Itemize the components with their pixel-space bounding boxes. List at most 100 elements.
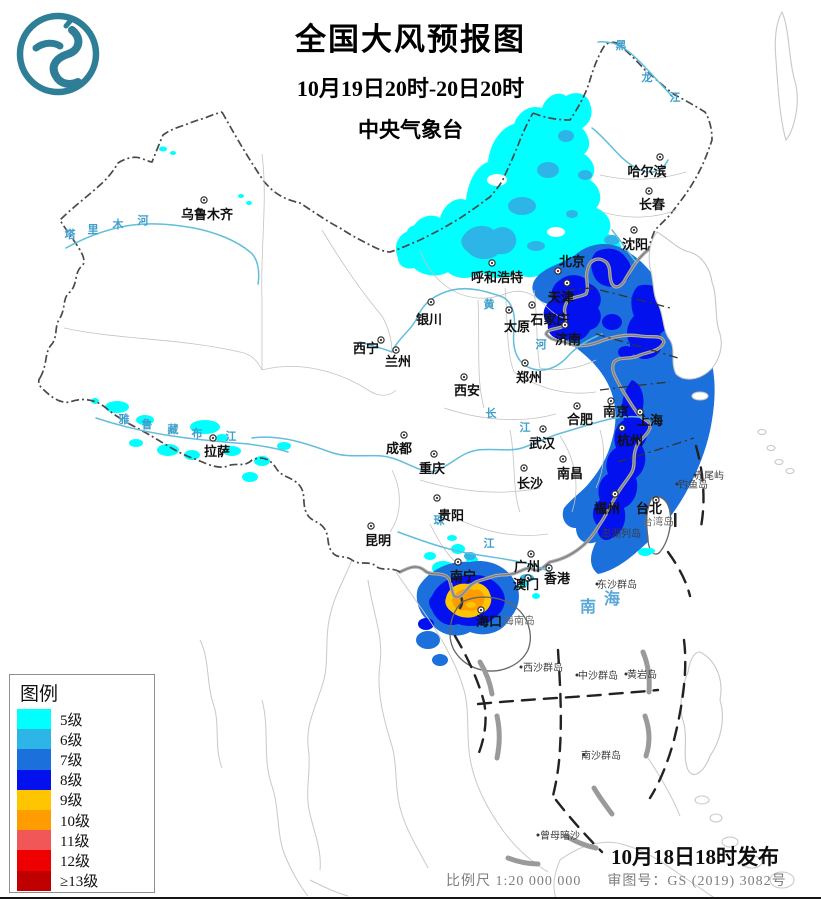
- legend-item: 9级: [10, 789, 154, 810]
- city-label: 乌鲁木齐: [181, 207, 234, 222]
- city: 西宁: [353, 336, 385, 356]
- city: 太原: [503, 306, 530, 334]
- city: 北京: [554, 254, 585, 275]
- city-dot-center: [647, 189, 651, 193]
- river-label: 木: [112, 217, 125, 231]
- legend-label: 7级: [60, 752, 83, 769]
- province-boundaries: [63, 153, 687, 565]
- city-label: 呼和浩特: [471, 270, 523, 285]
- city: 贵阳: [433, 494, 464, 523]
- city-dot-center: [658, 155, 662, 159]
- city: 长春: [639, 187, 666, 212]
- city: 合肥: [567, 402, 593, 427]
- river-label: 江: [226, 429, 237, 443]
- city-dot-center: [638, 410, 642, 414]
- city-label: 长沙: [517, 476, 543, 491]
- island-dot: [693, 473, 697, 477]
- city: 昆明: [365, 522, 391, 548]
- city: 武汉: [529, 425, 556, 451]
- neighbor-countries: [199, 10, 798, 899]
- region-label: 海南岛: [503, 614, 535, 627]
- city-label: 福州: [593, 501, 620, 516]
- scale-and-approval: 比例尺 1:20 000 000 审图号：GS (2019) 3082号: [446, 870, 787, 890]
- city-dot-center: [522, 466, 526, 470]
- city-dot-center: [529, 552, 533, 556]
- city-dot-center: [561, 457, 565, 461]
- island-dot: [575, 673, 579, 677]
- legend-item: 10级: [10, 809, 154, 831]
- sea-label: 海: [604, 589, 620, 608]
- city-label: 拉萨: [204, 444, 230, 459]
- river-label: 河: [138, 213, 149, 227]
- city: 重庆: [419, 450, 445, 476]
- city: 兰州: [385, 346, 411, 369]
- island-dot: [582, 753, 586, 757]
- city-label: 南宁: [450, 569, 476, 584]
- legend-color-swatch: [17, 870, 51, 891]
- legend-color-swatch: [17, 729, 51, 750]
- city-dot-center: [620, 426, 624, 430]
- city-label: 南昌: [557, 466, 583, 481]
- island-label: 曾母暗沙: [540, 829, 580, 842]
- city-label: 石家庄: [529, 312, 569, 327]
- river-label: 长: [486, 406, 498, 420]
- city: 呼和浩特: [471, 259, 523, 285]
- legend-color-swatch: [17, 830, 51, 851]
- map-scale: 比例尺 1:20 000 000: [446, 874, 582, 889]
- city-label: 广州: [514, 559, 540, 574]
- city-label: 海口: [476, 614, 502, 629]
- city-dot-center: [202, 198, 206, 202]
- city-label: 香港: [543, 571, 571, 586]
- river-label: 雅: [119, 412, 130, 426]
- city-label: 合肥: [567, 412, 593, 427]
- legend-box: 图例 5级 6级 7级 8级 9级 10级 11级 12级 ≥13级: [9, 674, 155, 893]
- city: 杭州: [617, 424, 643, 448]
- city-label: 天津: [548, 290, 574, 305]
- city: 济南: [555, 321, 581, 347]
- city-dot-center: [541, 427, 545, 431]
- city-dot-center: [394, 348, 398, 352]
- island-dot: [536, 833, 540, 837]
- maritime-boundaries: [547, 287, 695, 463]
- legend-item: 6级: [10, 729, 154, 750]
- city-label: 成都: [386, 441, 412, 456]
- islands: [449, 496, 677, 672]
- legend-label: 9级: [60, 793, 83, 810]
- city-dot-center: [556, 269, 560, 273]
- legend-label: 11级: [60, 833, 90, 850]
- city: 拉萨: [204, 434, 230, 459]
- city-dot-center: [490, 261, 494, 265]
- island-label: 钓鱼岛: [678, 478, 708, 491]
- city-dot-center: [609, 399, 613, 403]
- legend-item: 5级: [10, 709, 154, 730]
- river-label: 江: [484, 536, 495, 550]
- city-dot-center: [563, 323, 567, 327]
- legend-label: ≥13级: [60, 874, 99, 891]
- city: 南京: [603, 397, 629, 419]
- city: 成都: [386, 431, 412, 456]
- legend-label: 10级: [60, 813, 91, 830]
- island-label: 南沙群岛: [581, 749, 621, 762]
- city-label: 太原: [503, 319, 530, 334]
- legend-rows: 5级 6级 7级 8级 9级 10级 11级 12级 ≥13级: [10, 709, 154, 891]
- island-dot: [519, 665, 523, 669]
- city-dot-center: [632, 228, 636, 232]
- city-label: 郑州: [516, 370, 542, 385]
- city-label: 贵阳: [438, 508, 464, 523]
- legend-color-swatch: [17, 709, 51, 730]
- river-label: 塔: [65, 227, 77, 241]
- city-label: 西安: [454, 383, 480, 398]
- city-dot-center: [507, 308, 511, 312]
- river-label: 黑: [616, 39, 627, 52]
- city: 沈阳: [622, 226, 648, 252]
- city: 南宁: [450, 558, 476, 584]
- river-label: 黄: [484, 297, 495, 311]
- legend-item: 11级: [10, 830, 154, 851]
- river-label: 布: [192, 426, 203, 440]
- legend-item: ≥13级: [10, 870, 154, 891]
- city-label: 重庆: [419, 461, 445, 476]
- city: 台北: [636, 496, 662, 516]
- city-label: 西宁: [353, 341, 379, 356]
